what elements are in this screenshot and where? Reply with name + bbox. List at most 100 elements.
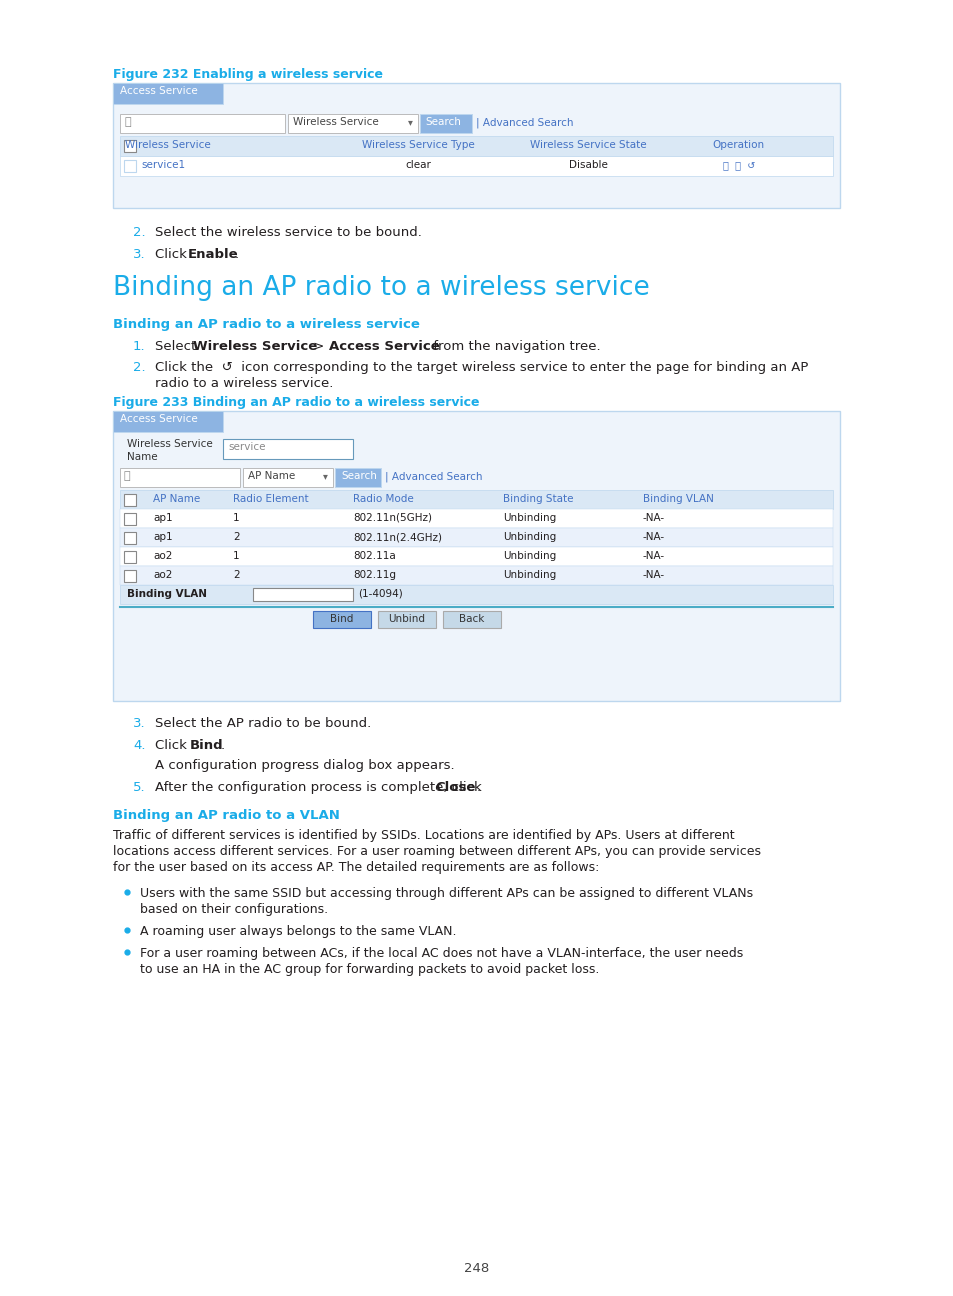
Bar (124, 513, 136, 525)
Text: 1: 1 (233, 551, 239, 561)
Bar (120, 156, 832, 176)
Text: Wireless Service: Wireless Service (193, 340, 317, 353)
Text: 1: 1 (233, 513, 239, 524)
Bar (120, 468, 240, 487)
Text: Click: Click (154, 248, 191, 260)
Bar (124, 570, 136, 582)
Text: Wireless Service: Wireless Service (127, 439, 213, 448)
Text: 2.: 2. (132, 226, 146, 238)
Bar (253, 588, 353, 601)
Text: Operation: Operation (711, 140, 763, 150)
Text: 2.: 2. (132, 362, 146, 375)
Text: 3.: 3. (132, 248, 146, 260)
Text: to use an HA in the AC group for forwarding packets to avoid packet loss.: to use an HA in the AC group for forward… (140, 963, 598, 976)
Text: Users with the same SSID but accessing through different APs can be assigned to : Users with the same SSID but accessing t… (140, 886, 752, 899)
Text: 4.: 4. (132, 739, 146, 752)
Bar (335, 468, 380, 487)
Text: 802.11n(2.4GHz): 802.11n(2.4GHz) (353, 531, 441, 542)
Text: Select the wireless service to be bound.: Select the wireless service to be bound. (154, 226, 421, 238)
Text: Binding State: Binding State (502, 494, 573, 504)
Text: Select: Select (154, 340, 200, 353)
Text: Unbinding: Unbinding (502, 570, 556, 581)
Text: ao2: ao2 (152, 570, 172, 581)
Text: Access Service: Access Service (120, 86, 197, 96)
Text: .: . (476, 781, 480, 794)
Bar (124, 159, 136, 172)
Bar (120, 566, 832, 584)
Text: Search: Search (340, 470, 376, 481)
Text: Click the  ↺  icon corresponding to the target wireless service to enter the pag: Click the ↺ icon corresponding to the ta… (154, 362, 807, 375)
Text: based on their configurations.: based on their configurations. (140, 903, 328, 916)
Text: 248: 248 (464, 1262, 489, 1275)
Text: ap1: ap1 (152, 513, 172, 524)
Text: -NA-: -NA- (642, 570, 664, 581)
Text: Access Service: Access Service (329, 340, 439, 353)
Text: from the navigation tree.: from the navigation tree. (429, 340, 600, 353)
Bar (124, 551, 136, 562)
Text: 2: 2 (233, 531, 239, 542)
Text: Binding an AP radio to a wireless service: Binding an AP radio to a wireless servic… (112, 318, 419, 330)
Text: Name: Name (127, 452, 157, 461)
Text: for the user based on its access AP. The detailed requirements are as follows:: for the user based on its access AP. The… (112, 861, 598, 874)
Text: 802.11g: 802.11g (353, 570, 395, 581)
Bar (120, 114, 285, 133)
Text: AP Name: AP Name (152, 494, 200, 504)
Text: Binding VLAN: Binding VLAN (127, 588, 207, 599)
Bar (120, 584, 832, 604)
Bar (223, 439, 353, 459)
Text: 802.11a: 802.11a (353, 551, 395, 561)
Text: 1.: 1. (132, 340, 146, 353)
Bar (112, 411, 840, 701)
Text: Radio Mode: Radio Mode (353, 494, 414, 504)
Text: .: . (221, 739, 225, 752)
Text: Radio Element: Radio Element (233, 494, 309, 504)
Text: Back: Back (458, 614, 484, 623)
Text: Enable: Enable (188, 248, 238, 260)
Text: Wireless Service: Wireless Service (293, 117, 378, 127)
Text: locations access different services. For a user roaming between different APs, y: locations access different services. For… (112, 845, 760, 858)
Text: Wireless Service Type: Wireless Service Type (361, 140, 474, 150)
Text: Bind: Bind (330, 614, 354, 623)
Text: ▾: ▾ (323, 470, 328, 481)
Text: Unbinding: Unbinding (502, 551, 556, 561)
Text: ▾: ▾ (408, 117, 413, 127)
Bar (120, 527, 832, 547)
Text: | Advanced Search: | Advanced Search (476, 117, 573, 127)
Text: service1: service1 (141, 159, 185, 170)
Bar (112, 83, 840, 207)
Bar (112, 83, 223, 104)
Bar (313, 610, 371, 629)
Text: Search: Search (424, 117, 460, 127)
Text: ao2: ao2 (152, 551, 172, 561)
Text: ⌕: ⌕ (125, 117, 132, 127)
Text: Binding an AP radio to a VLAN: Binding an AP radio to a VLAN (112, 809, 339, 822)
Text: -NA-: -NA- (642, 551, 664, 561)
Text: >: > (309, 340, 328, 353)
Text: Traffic of different services is identified by SSIDs. Locations are identified b: Traffic of different services is identif… (112, 829, 734, 842)
Text: 2: 2 (233, 570, 239, 581)
Text: (1-4094): (1-4094) (357, 588, 402, 599)
Text: Bind: Bind (190, 739, 223, 752)
Bar (120, 547, 832, 566)
Text: Unbind: Unbind (388, 614, 425, 623)
Text: A roaming user always belongs to the same VLAN.: A roaming user always belongs to the sam… (140, 925, 456, 938)
Bar (243, 468, 333, 487)
Text: Wireless Service: Wireless Service (125, 140, 211, 150)
Text: ⌕: ⌕ (124, 470, 131, 481)
Text: clear: clear (405, 159, 431, 170)
Text: Figure 232 Enabling a wireless service: Figure 232 Enabling a wireless service (112, 67, 382, 80)
Text: 802.11n(5GHz): 802.11n(5GHz) (353, 513, 432, 524)
Text: radio to a wireless service.: radio to a wireless service. (154, 377, 333, 390)
Bar (120, 509, 832, 527)
Text: Figure 233 Binding an AP radio to a wireless service: Figure 233 Binding an AP radio to a wire… (112, 397, 479, 410)
Text: Click: Click (154, 739, 191, 752)
Bar (124, 140, 136, 152)
Bar (124, 494, 136, 505)
Text: Unbinding: Unbinding (502, 531, 556, 542)
Text: 5.: 5. (132, 781, 146, 794)
Text: Select the AP radio to be bound.: Select the AP radio to be bound. (154, 717, 371, 730)
Bar (120, 136, 832, 156)
Bar (120, 490, 832, 509)
Text: 💾  🗑  ↺: 💾 🗑 ↺ (722, 159, 755, 170)
Text: | Advanced Search: | Advanced Search (385, 470, 482, 482)
